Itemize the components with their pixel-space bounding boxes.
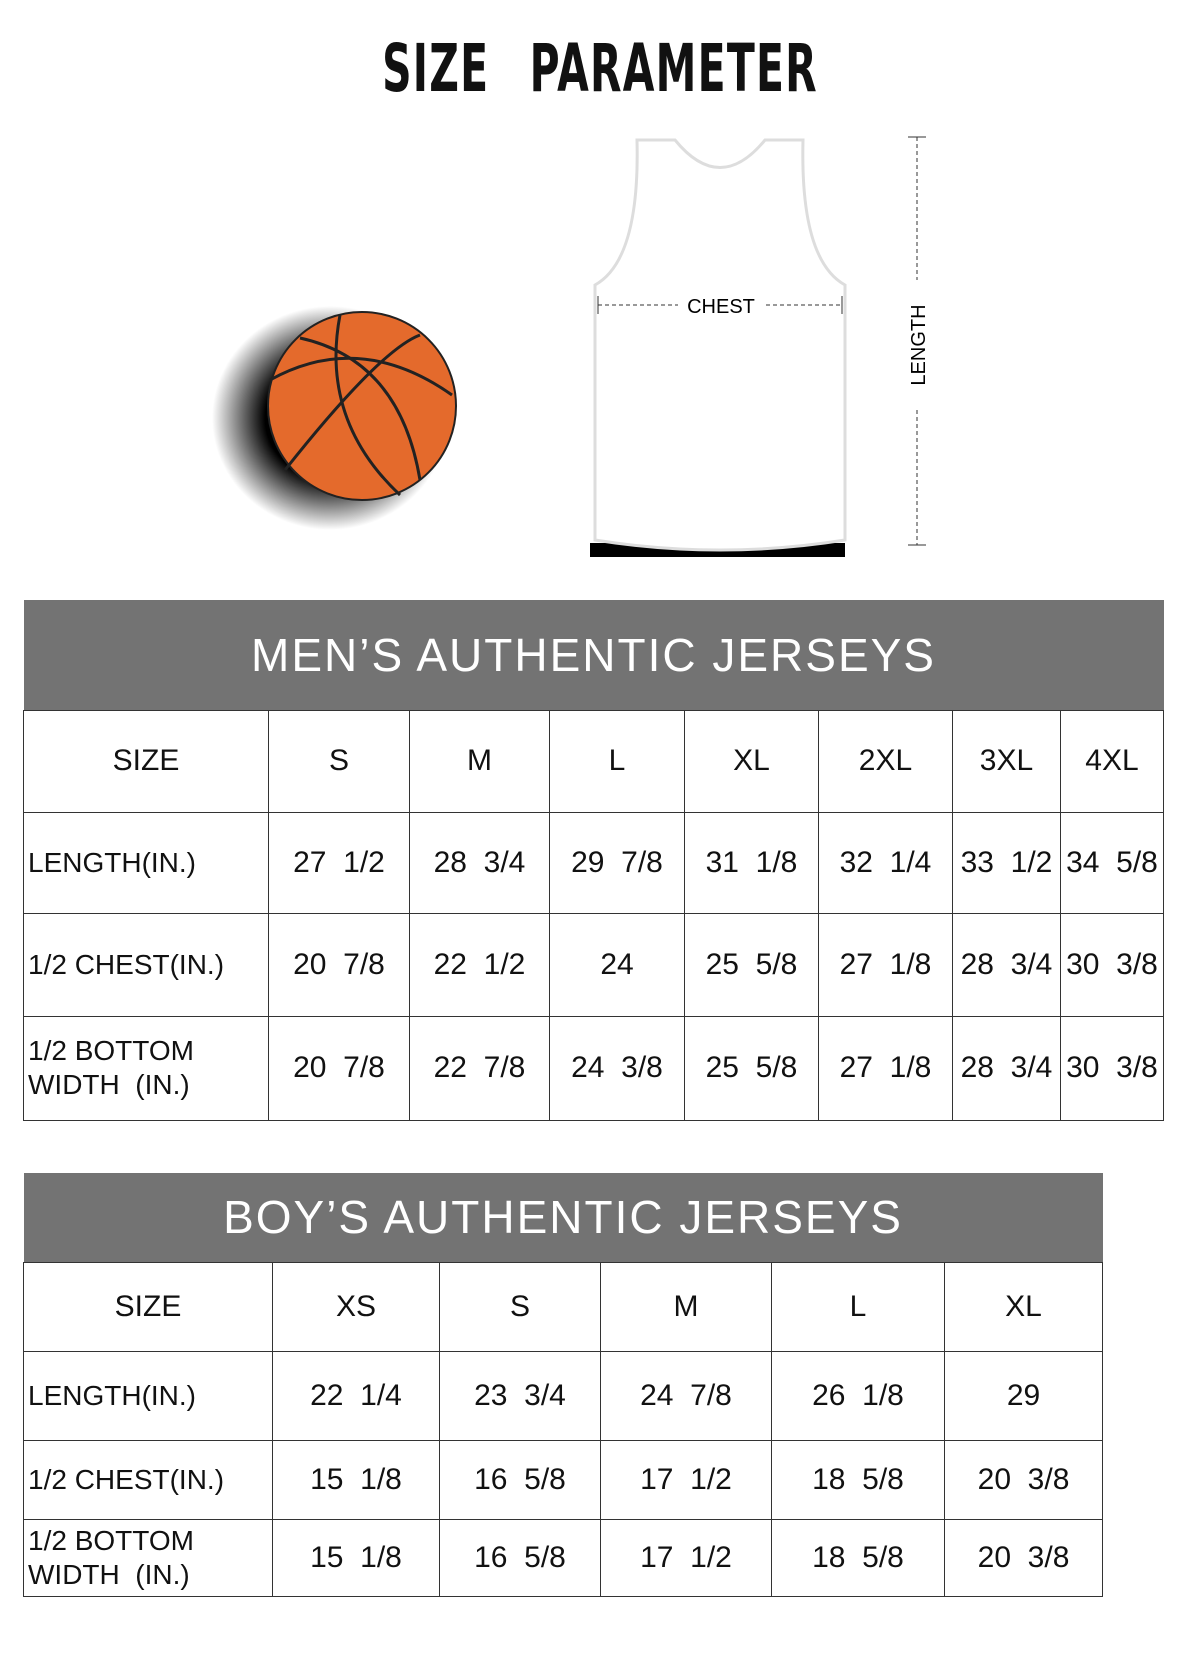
length-measure-line bbox=[905, 136, 929, 546]
column-header: L bbox=[771, 1261, 945, 1352]
cell: 34 5/8 bbox=[1060, 811, 1164, 914]
cell: 26 1/8 bbox=[771, 1350, 945, 1441]
column-header: XS bbox=[272, 1261, 440, 1352]
row-label: LENGTH(IN.) bbox=[23, 1350, 273, 1441]
cell: 16 5/8 bbox=[439, 1439, 601, 1520]
cell: 16 5/8 bbox=[439, 1518, 601, 1597]
cell: 28 3/4 bbox=[409, 811, 550, 914]
row-label: LENGTH(IN.) bbox=[23, 811, 269, 914]
mens-size-table: MEN’S AUTHENTIC JERSEYS SIZE S M L XL 2XL 3XL 4… bbox=[23, 600, 1164, 1121]
illustration: CHEST LENGTH bbox=[212, 136, 930, 557]
column-header: M bbox=[409, 709, 550, 813]
cell: 17 1/2 bbox=[600, 1518, 772, 1597]
cell: 22 1/4 bbox=[272, 1350, 440, 1441]
cell: 17 1/2 bbox=[600, 1439, 772, 1520]
column-header: SIZE bbox=[23, 709, 269, 813]
cell: 24 bbox=[549, 912, 685, 1017]
cell: 25 5/8 bbox=[684, 1015, 819, 1121]
cell: 24 3/8 bbox=[549, 1015, 685, 1121]
table-row: 1/2 CHEST(IN.) 20 7/8 22 1/2 24 25 5/8 27 1/8… bbox=[23, 912, 1164, 1017]
column-header: 4XL bbox=[1060, 709, 1164, 813]
cell: 22 1/2 bbox=[409, 912, 550, 1017]
jersey-icon bbox=[590, 138, 847, 557]
column-header: L bbox=[549, 709, 685, 813]
table-row: 1/2 CHEST(IN.) 15 1/8 16 5/8 17 1/2 18 5/8 20… bbox=[23, 1439, 1104, 1520]
basketball-icon bbox=[212, 306, 457, 530]
column-header: S bbox=[268, 709, 410, 813]
column-header: 2XL bbox=[818, 709, 953, 813]
cell: 22 7/8 bbox=[409, 1015, 550, 1121]
table-row: LENGTH(IN.) 27 1/2 28 3/4 29 7/8 31 1/8 32 1/… bbox=[23, 811, 1164, 914]
cell: 27 1/2 bbox=[268, 811, 410, 914]
cell: 25 5/8 bbox=[684, 912, 819, 1017]
table-row: 1/2 BOTTOM WIDTH (IN.) 20 7/8 22 7/8 24 3/8… bbox=[23, 1015, 1164, 1121]
page-title: SIZE PARAMETER bbox=[382, 30, 818, 107]
cell: 20 3/8 bbox=[943, 1518, 1104, 1597]
length-label: LENGTH bbox=[908, 304, 930, 385]
cell: 28 3/4 bbox=[952, 1015, 1061, 1121]
table-header-row: SIZE S M L XL 2XL 3XL 4XL bbox=[23, 709, 1164, 813]
table-row: 1/2 BOTTOM WIDTH (IN.) 15 1/8 16 5/8 17 1/2… bbox=[23, 1518, 1104, 1597]
cell: 28 3/4 bbox=[952, 912, 1061, 1017]
cell: 18 5/8 bbox=[771, 1518, 945, 1597]
cell: 27 1/8 bbox=[818, 912, 953, 1017]
mens-table-title: MEN’S AUTHENTIC JERSEYS bbox=[23, 600, 1164, 710]
cell: 27 1/8 bbox=[818, 1015, 953, 1121]
cell: 18 5/8 bbox=[771, 1439, 945, 1520]
cell: 24 7/8 bbox=[600, 1350, 772, 1441]
cell: 30 3/8 bbox=[1060, 1015, 1164, 1121]
boys-table-title: BOY’S AUTHENTIC JERSEYS bbox=[23, 1173, 1103, 1262]
cell: 30 3/8 bbox=[1060, 912, 1164, 1017]
table-row: LENGTH(IN.) 22 1/4 23 3/4 24 7/8 26 1/8 29 bbox=[23, 1350, 1104, 1441]
column-header: 3XL bbox=[952, 709, 1061, 813]
row-label: 1/2 CHEST(IN.) bbox=[23, 912, 269, 1017]
column-header: SIZE bbox=[23, 1261, 273, 1352]
cell: 15 1/8 bbox=[272, 1518, 440, 1597]
cell: 20 7/8 bbox=[268, 912, 410, 1017]
column-header: XL bbox=[684, 709, 819, 813]
cell: 32 1/4 bbox=[818, 811, 953, 914]
column-header: M bbox=[600, 1261, 772, 1352]
table-header-row: SIZE XS S M L XL bbox=[23, 1261, 1104, 1352]
chest-label: CHEST bbox=[687, 296, 755, 318]
row-label: 1/2 BOTTOM WIDTH (IN.) bbox=[23, 1518, 273, 1597]
row-label: 1/2 CHEST(IN.) bbox=[23, 1439, 273, 1520]
column-header: S bbox=[439, 1261, 601, 1352]
cell: 20 7/8 bbox=[268, 1015, 410, 1121]
cell: 31 1/8 bbox=[684, 811, 819, 914]
cell: 29 7/8 bbox=[549, 811, 685, 914]
cell: 20 3/8 bbox=[943, 1439, 1104, 1520]
row-label: 1/2 BOTTOM WIDTH (IN.) bbox=[23, 1015, 269, 1121]
cell: 15 1/8 bbox=[272, 1439, 440, 1520]
cell: 33 1/2 bbox=[952, 811, 1061, 914]
cell: 29 bbox=[943, 1350, 1104, 1441]
boys-size-table: BOY’S AUTHENTIC JERSEYS SIZE XS S M L XL LENG… bbox=[23, 1173, 1104, 1597]
column-header: XL bbox=[943, 1261, 1104, 1352]
cell: 23 3/4 bbox=[439, 1350, 601, 1441]
